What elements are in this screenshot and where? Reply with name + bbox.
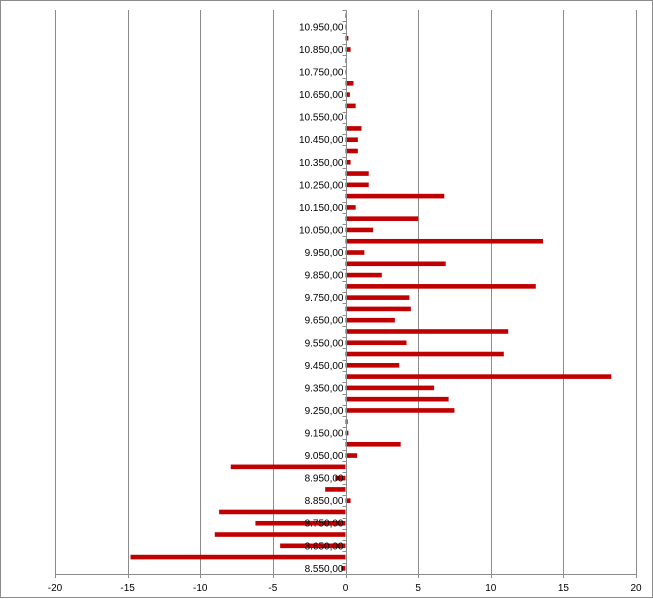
x-tick-label: -20 xyxy=(48,583,63,594)
bar xyxy=(345,329,509,334)
bar xyxy=(345,182,369,188)
y-tick-label: 9.750,00 xyxy=(305,293,344,304)
y-tick-label: 10.650,00 xyxy=(299,90,344,101)
y-tick-label: 8.650,00 xyxy=(305,541,344,552)
bar xyxy=(345,340,407,346)
bar xyxy=(345,81,354,86)
y-tick-label: 10.350,00 xyxy=(299,158,344,169)
bar xyxy=(345,317,395,323)
y-tick-label: 10.050,00 xyxy=(299,225,344,236)
y-tick-label: 10.550,00 xyxy=(299,113,344,124)
bar xyxy=(345,205,356,210)
bar xyxy=(230,464,346,470)
bar xyxy=(345,408,455,413)
bar xyxy=(219,509,346,515)
bar xyxy=(345,453,358,458)
y-tick-label: 8.850,00 xyxy=(305,496,344,507)
bar xyxy=(335,475,346,481)
y-tick-label: 9.450,00 xyxy=(305,361,344,372)
y-tick-label: 10.450,00 xyxy=(299,135,344,146)
bar xyxy=(345,137,358,143)
bar xyxy=(345,396,449,402)
bar xyxy=(345,238,544,244)
x-tick-label: -5 xyxy=(268,583,277,594)
bar xyxy=(345,351,504,357)
bar xyxy=(345,69,347,75)
x-tick-label: -10 xyxy=(193,583,208,594)
bar xyxy=(345,272,382,278)
x-tick-label: 0 xyxy=(343,583,349,594)
bar xyxy=(345,250,365,255)
bar xyxy=(345,498,351,503)
bar xyxy=(345,216,419,221)
bar xyxy=(345,385,435,391)
bar xyxy=(345,171,369,176)
x-tick-label: 5 xyxy=(415,583,421,594)
x-tick-label: 15 xyxy=(558,583,570,594)
bar xyxy=(341,566,346,571)
x-tick-label: 10 xyxy=(485,583,497,594)
bar xyxy=(280,543,346,549)
bar xyxy=(345,24,347,30)
y-tick-label: 9.650,00 xyxy=(305,316,344,327)
bar xyxy=(345,103,356,109)
x-tick-labels: -20 -15 -10 -5 0 5 10 15 20 xyxy=(48,583,642,594)
bars xyxy=(130,13,612,571)
bar xyxy=(345,374,612,379)
bar xyxy=(345,227,374,233)
bar xyxy=(345,193,445,199)
y-tick-label: 8.750,00 xyxy=(305,519,344,530)
bar xyxy=(345,92,350,97)
y-tick-label: 10.750,00 xyxy=(299,68,344,79)
y-tick-label: 9.050,00 xyxy=(305,451,344,462)
bar xyxy=(325,487,346,492)
bar xyxy=(214,532,346,537)
bar xyxy=(345,47,351,52)
x-tick-label: -15 xyxy=(120,583,135,594)
bar xyxy=(345,441,401,447)
axes xyxy=(55,10,637,578)
bar xyxy=(345,363,400,368)
y-tick-label: 9.150,00 xyxy=(305,429,344,440)
bar xyxy=(345,306,411,312)
bar xyxy=(345,284,536,289)
y-tick-label: 9.350,00 xyxy=(305,383,344,394)
bar xyxy=(345,126,362,131)
bar xyxy=(345,148,358,154)
y-tick-label: 10.150,00 xyxy=(299,203,344,214)
bar xyxy=(255,520,346,526)
y-tick-label: 9.550,00 xyxy=(305,338,344,349)
bar xyxy=(345,159,351,165)
y-tick-label: 9.950,00 xyxy=(305,248,344,259)
y-tick-label: 10.950,00 xyxy=(299,22,344,33)
y-tick-label: 9.250,00 xyxy=(305,406,344,417)
y-tick-label: 10.850,00 xyxy=(299,45,344,56)
bar xyxy=(345,295,410,300)
y-tick-label: 8.550,00 xyxy=(305,564,344,575)
y-tick-label: 10.250,00 xyxy=(299,180,344,191)
y-tick-label: 9.850,00 xyxy=(305,271,344,282)
bar xyxy=(130,554,346,560)
y-tick-label: 8.950,00 xyxy=(305,474,344,485)
y-tick-labels: 10.950,00 10.850,00 10.750,00 10.650,00 10.5… xyxy=(299,22,344,574)
x-tick-label: 20 xyxy=(630,583,642,594)
bar xyxy=(345,261,446,267)
